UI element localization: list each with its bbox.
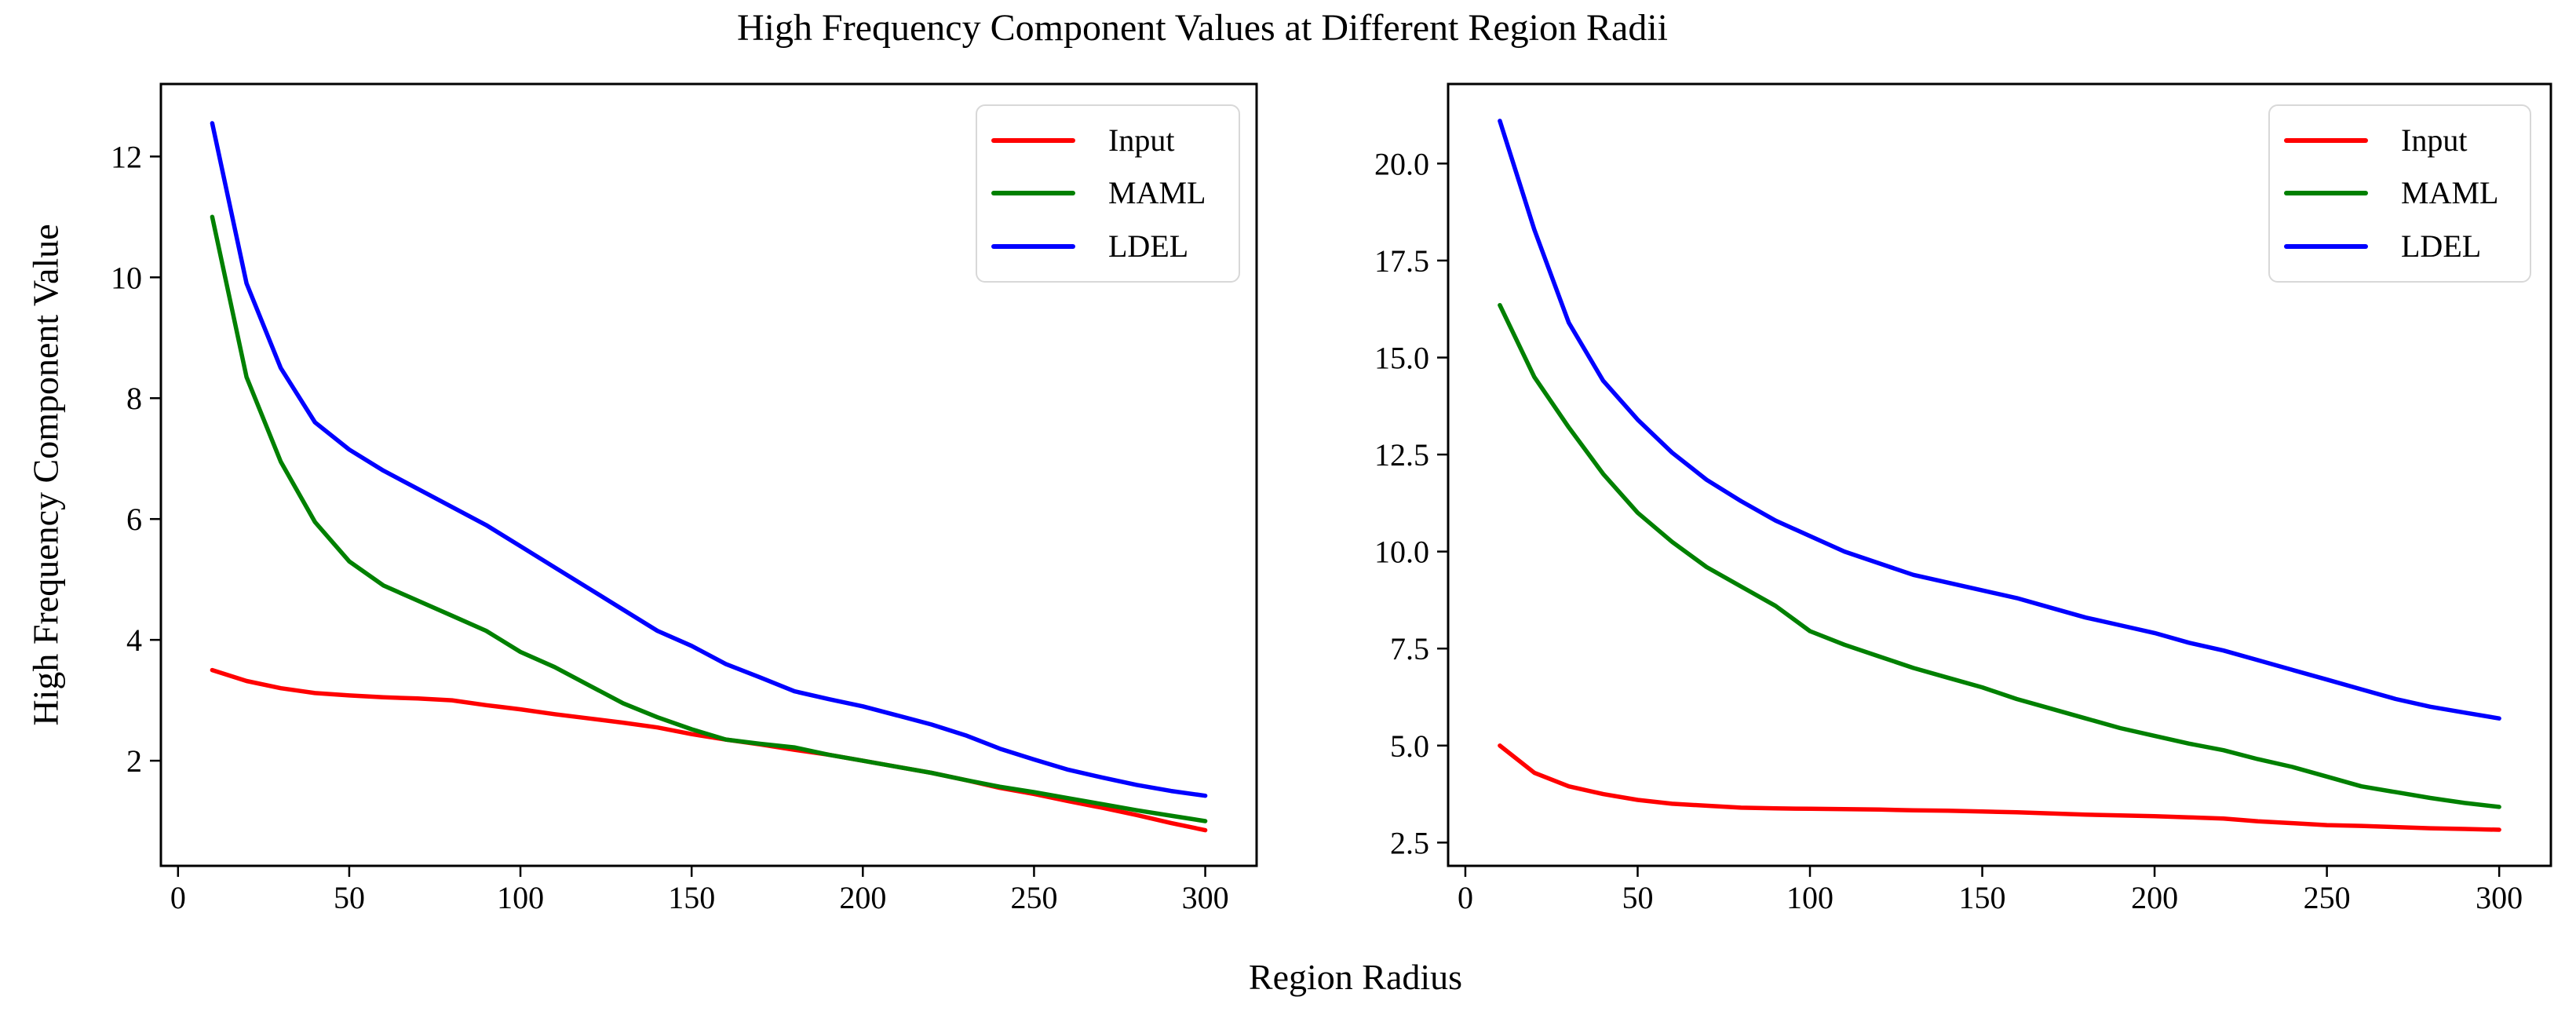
line-maml bbox=[210, 214, 1208, 823]
x-tick-label: 250 bbox=[2304, 880, 2351, 915]
legend-item-input: Input bbox=[991, 122, 1223, 158]
left-subplot-frame bbox=[159, 82, 1258, 867]
legend-label: LDEL bbox=[2401, 228, 2482, 265]
legend-line-sample bbox=[2284, 137, 2368, 143]
x-tick-label: 250 bbox=[1010, 880, 1057, 915]
line-input bbox=[210, 667, 1208, 833]
y-tick-label: 4 bbox=[126, 623, 142, 658]
y-tick-label: 7.5 bbox=[1390, 631, 1429, 666]
x-tick-label: 300 bbox=[1182, 880, 1229, 915]
legend-item-maml: MAML bbox=[2284, 177, 2514, 209]
legend-item-ldel: LDEL bbox=[2284, 231, 2514, 262]
line-ldel bbox=[210, 121, 1208, 798]
x-tick-label: 150 bbox=[668, 880, 715, 915]
legend-item-ldel: LDEL bbox=[991, 231, 1223, 262]
right-subplot-frame bbox=[1447, 82, 2552, 867]
legend-line-sample bbox=[991, 137, 1075, 143]
x-tick-label: 100 bbox=[1786, 880, 1833, 915]
x-tick-label: 50 bbox=[1622, 880, 1653, 915]
y-tick-label: 17.5 bbox=[1374, 243, 1429, 279]
legend-line-sample bbox=[2284, 191, 2368, 196]
x-tick-label: 100 bbox=[497, 880, 544, 915]
legend-item-maml: MAML bbox=[991, 177, 1223, 209]
x-tick-label: 50 bbox=[334, 880, 365, 915]
y-tick-label: 6 bbox=[126, 502, 142, 537]
y-tick-label: 10.0 bbox=[1374, 535, 1429, 570]
x-tick-label: 0 bbox=[170, 880, 186, 915]
line-maml bbox=[1498, 302, 2501, 809]
legend-label: MAML bbox=[1108, 175, 1206, 211]
y-tick-label: 12 bbox=[111, 139, 142, 174]
legend-right-plot: Input MAML LDEL bbox=[2268, 104, 2531, 283]
y-tick-label: 20.0 bbox=[1374, 146, 1429, 181]
y-tick-label: 2 bbox=[126, 743, 142, 779]
legend-left-plot: Input MAML LDEL bbox=[976, 104, 1240, 283]
y-axis-label: High Frequency Component Value bbox=[25, 224, 66, 726]
line-ldel bbox=[1498, 119, 2501, 721]
legend-line-sample bbox=[991, 244, 1075, 250]
legend-label: MAML bbox=[2401, 175, 2499, 211]
y-tick-label: 15.0 bbox=[1374, 340, 1429, 375]
x-tick-label: 0 bbox=[1458, 880, 1473, 915]
x-tick-label: 200 bbox=[2131, 880, 2178, 915]
legend-label: Input bbox=[2401, 122, 2468, 158]
x-tick-label: 300 bbox=[2476, 880, 2523, 915]
chart-title: High Frequency Component Values at Diffe… bbox=[736, 7, 1669, 49]
y-tick-label: 12.5 bbox=[1374, 437, 1429, 473]
legend-item-input: Input bbox=[2284, 122, 2514, 158]
y-tick-label: 2.5 bbox=[1390, 825, 1429, 860]
legend-label: LDEL bbox=[1108, 228, 1189, 265]
line-input bbox=[1498, 743, 2501, 832]
x-axis-label: Region Radius bbox=[1248, 957, 1463, 997]
y-tick-label: 5.0 bbox=[1390, 728, 1429, 764]
y-tick-label: 8 bbox=[126, 381, 142, 416]
legend-label: Input bbox=[1108, 122, 1175, 158]
legend-line-sample bbox=[991, 191, 1075, 196]
x-tick-label: 200 bbox=[839, 880, 886, 915]
x-tick-label: 150 bbox=[1959, 880, 2006, 915]
legend-line-sample bbox=[2284, 244, 2368, 250]
y-tick-label: 10 bbox=[111, 260, 142, 295]
